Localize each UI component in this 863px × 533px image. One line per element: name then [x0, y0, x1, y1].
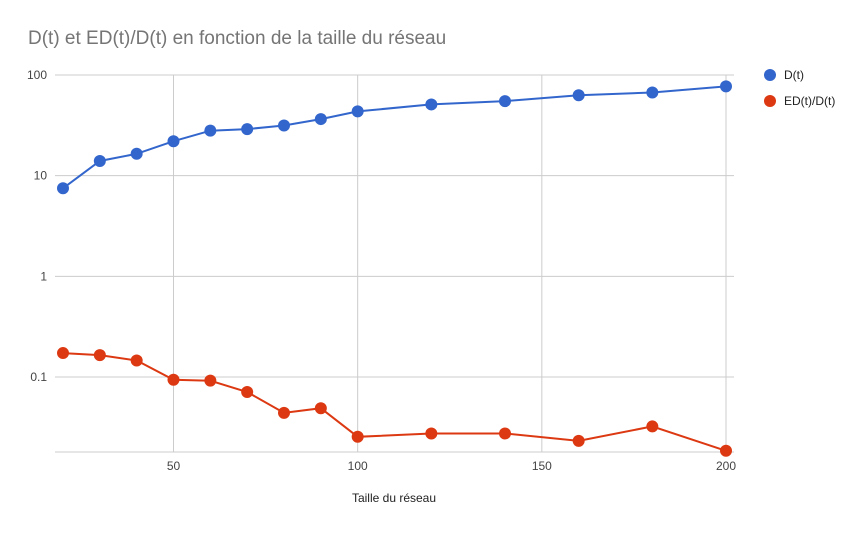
data-point	[241, 385, 254, 398]
data-point	[425, 427, 438, 440]
y-tick-label: 100	[27, 68, 47, 82]
data-point	[130, 147, 143, 160]
data-point	[425, 98, 438, 111]
data-point	[314, 113, 327, 126]
data-point	[646, 420, 659, 433]
data-point	[720, 80, 732, 93]
data-point	[572, 434, 585, 447]
data-point	[204, 124, 217, 137]
series-layer	[57, 80, 732, 457]
data-point	[93, 154, 106, 167]
data-point	[278, 406, 290, 419]
data-point	[572, 89, 585, 102]
y-tick-label: 10	[34, 169, 48, 183]
y-tick-label: 0.1	[30, 370, 47, 384]
x-tick-label: 100	[348, 459, 368, 473]
data-point	[57, 347, 69, 360]
data-point	[351, 430, 364, 443]
data-point	[167, 373, 180, 386]
series-line-0	[62, 85, 727, 190]
grid-layer	[55, 74, 734, 453]
data-point	[167, 135, 180, 148]
legend: D(t) ED(t)/D(t)	[764, 68, 835, 108]
legend-marker	[764, 69, 776, 81]
data-point	[57, 182, 69, 195]
data-point	[93, 349, 106, 362]
x-tick-label: 150	[532, 459, 552, 473]
legend-marker	[764, 95, 776, 107]
data-point	[499, 427, 511, 440]
x-tick-label: 200	[716, 459, 736, 473]
x-axis-label: Taille du réseau	[352, 491, 436, 505]
data-point	[204, 374, 217, 387]
legend-label: D(t)	[784, 68, 804, 82]
series-line-1	[62, 352, 727, 452]
data-point	[241, 123, 254, 136]
tick-layer: 100 10 1 0.1 50 100 150 200	[27, 68, 736, 473]
x-tick-label: 50	[167, 459, 181, 473]
chart-title: D(t) et ED(t)/D(t) en fonction de la tai…	[28, 28, 447, 49]
data-point	[130, 354, 143, 367]
data-point	[720, 444, 732, 457]
data-point	[314, 402, 327, 415]
data-point	[351, 105, 364, 118]
data-point	[499, 95, 511, 108]
data-point	[278, 119, 290, 132]
data-point	[646, 86, 659, 99]
y-tick-label: 1	[40, 269, 47, 283]
legend-label: ED(t)/D(t)	[784, 94, 835, 108]
